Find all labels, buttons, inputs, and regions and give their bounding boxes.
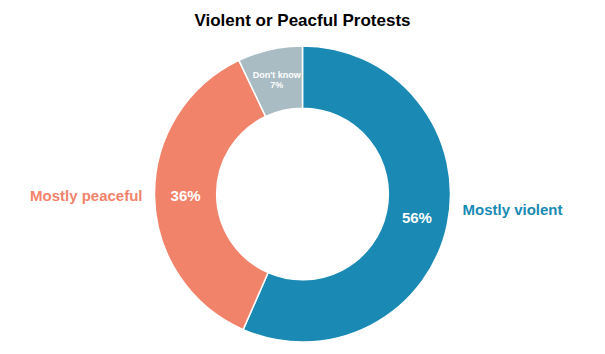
title: Violent or Peacful Protests	[194, 11, 410, 30]
category-label: Mostly violent	[463, 201, 563, 218]
data-label: 36%	[171, 187, 201, 204]
category-label: Don't know	[253, 70, 302, 80]
data-label: 56%	[402, 209, 432, 226]
slice	[239, 46, 303, 116]
category-label: Mostly peaceful	[30, 187, 143, 204]
slices	[154, 46, 450, 342]
labels: 56% Mostly violent 36% Mostly peaceful Don't…	[30, 70, 563, 227]
chart: Violent or Peacful Protests 56% Mostly vio…	[0, 0, 605, 354]
slice	[154, 60, 268, 329]
plot	[154, 46, 450, 342]
slice-label: Don't know7%	[253, 70, 302, 90]
data-label: 7%	[270, 80, 283, 90]
